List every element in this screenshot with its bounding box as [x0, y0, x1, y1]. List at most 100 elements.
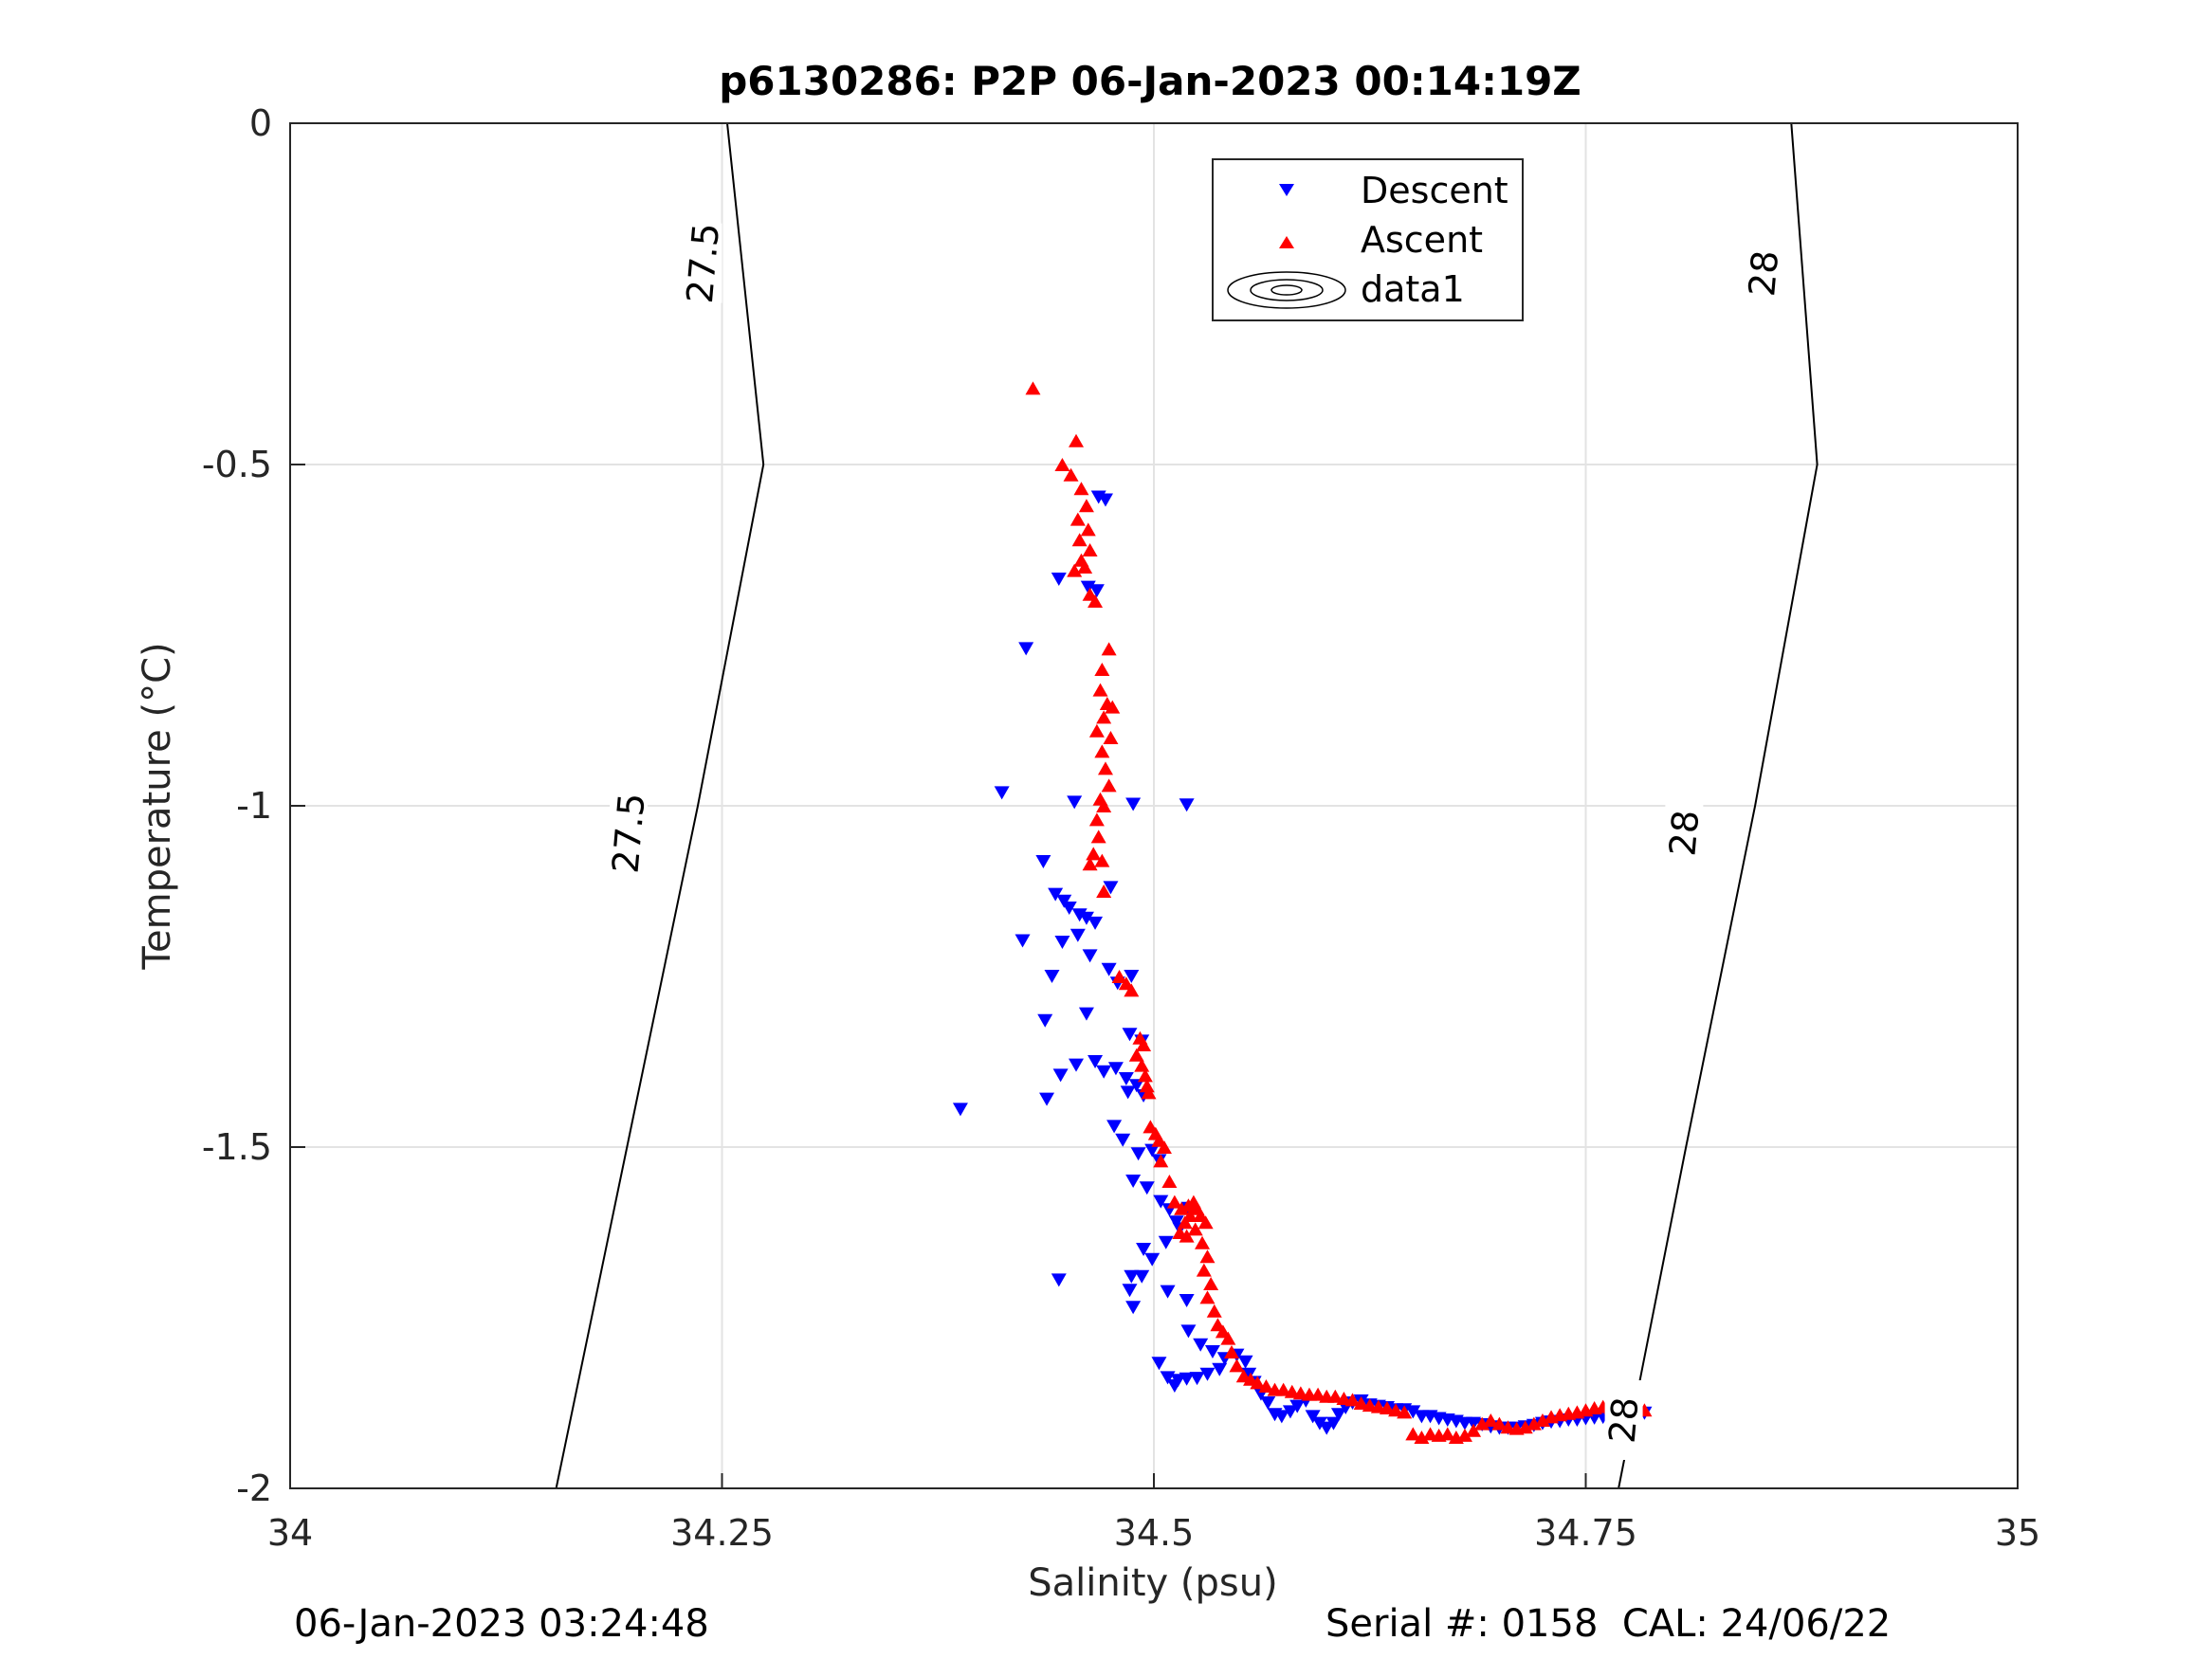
x-tick-label: 34.25: [670, 1512, 774, 1554]
data-markers: [952, 381, 1653, 1444]
descent-point: [1071, 908, 1088, 922]
descent-point: [1160, 1371, 1176, 1385]
descent-point: [1054, 936, 1070, 949]
descent-point: [1101, 962, 1117, 976]
descent-point: [1128, 1079, 1144, 1093]
descent-point: [1273, 1410, 1289, 1424]
contour-line-28: [1618, 122, 1819, 1489]
ascent-point: [1094, 744, 1110, 758]
ascent-point: [1077, 560, 1093, 574]
ascent-point: [1526, 1416, 1542, 1431]
contour-label-mask: [1665, 793, 1704, 873]
ascent-point: [1088, 594, 1104, 608]
ascent-point: [1491, 1416, 1508, 1431]
axis-ticks: 34 34.25 34.5 34.75 35 -2 -1.5 -1 -0.5 0: [202, 102, 2040, 1554]
descent-point: [1078, 1007, 1094, 1021]
descent-point: [952, 1103, 968, 1117]
y-tick-label: 0: [249, 102, 272, 144]
ascent-point: [1310, 1387, 1326, 1401]
ascent-point: [1517, 1420, 1533, 1434]
legend-box: [1212, 158, 1524, 321]
y-tick-label: -0.5: [202, 444, 272, 485]
x-axis-label: Salinity (psu): [1028, 1561, 1277, 1605]
descent-point: [1260, 1396, 1276, 1410]
legend-data1-label: data1: [1361, 268, 1465, 310]
descent-point: [1125, 1301, 1142, 1315]
descent-point: [1179, 798, 1195, 812]
descent-point: [1319, 1421, 1335, 1435]
descent-point: [1311, 1416, 1327, 1431]
descent-point: [1166, 1379, 1182, 1393]
legend-ascent-marker: [1279, 236, 1294, 248]
descent-point: [1124, 1269, 1140, 1284]
descent-point: [1088, 916, 1104, 930]
legend: Descent Ascent data1: [1212, 158, 1524, 321]
contour-label: 28: [1661, 809, 1707, 858]
ascent-point: [1067, 563, 1083, 577]
descent-point: [1124, 970, 1140, 983]
descent-point: [1107, 1062, 1124, 1076]
legend-descent-marker: [1279, 184, 1294, 196]
descent-point: [1061, 902, 1077, 915]
ascent-point: [1466, 1423, 1482, 1437]
ascent-point: [1474, 1416, 1490, 1431]
descent-point: [1052, 1068, 1069, 1083]
y-axis-label: Temperature (°C): [136, 642, 179, 970]
ascent-point: [1071, 533, 1088, 547]
footer-timestamp: 06-Jan-2023 03:24:48: [294, 1602, 709, 1646]
x-tick-label: 34.5: [1114, 1512, 1195, 1554]
descent-point: [1405, 1405, 1421, 1419]
ascent-point: [1111, 970, 1127, 983]
descent-point: [1160, 1285, 1176, 1299]
descent-point: [1139, 1181, 1155, 1195]
x-tick-label: 35: [1995, 1512, 2040, 1554]
descent-point: [1122, 1028, 1138, 1042]
contour-label: 27.5: [604, 792, 652, 875]
ascent-point: [1088, 723, 1105, 738]
ascent-point: [1197, 1215, 1214, 1230]
descent-point: [1097, 493, 1113, 507]
descent-point: [1168, 1215, 1184, 1230]
x-tick-label: 34.75: [1534, 1512, 1637, 1554]
ascent-point: [1063, 467, 1079, 482]
descent-point: [1325, 1416, 1342, 1431]
ascent-point: [1439, 1427, 1455, 1441]
ascent-point: [1088, 812, 1105, 827]
ascent-point: [1534, 1413, 1550, 1427]
descent-point: [1078, 911, 1094, 925]
ascent-point: [1344, 1393, 1361, 1407]
descent-point: [1088, 1055, 1104, 1068]
ascent-point: [1483, 1413, 1499, 1427]
descent-point: [1051, 1273, 1067, 1287]
descent-point: [1115, 1133, 1131, 1147]
ascent-point: [1139, 1079, 1155, 1093]
descent-point: [1305, 1410, 1321, 1424]
descent-point: [1179, 1294, 1195, 1307]
ascent-point: [1069, 512, 1086, 526]
y-tick-label: -2: [236, 1468, 272, 1509]
ascent-point: [1092, 683, 1108, 697]
ascent-point: [1025, 381, 1041, 395]
descent-point: [1199, 1367, 1216, 1381]
descent-point: [1158, 1235, 1174, 1249]
y-tick-label: -1.5: [202, 1126, 272, 1168]
descent-point: [1151, 1357, 1167, 1371]
legend-ascent-label: Ascent: [1361, 219, 1483, 261]
contour-line-27.5: [555, 122, 765, 1489]
descent-point: [1103, 881, 1119, 895]
ascent-point: [1090, 830, 1106, 844]
ascent-point: [1101, 642, 1117, 656]
ascent-point: [1094, 853, 1110, 867]
descent-point: [1136, 1243, 1152, 1256]
ascent-point: [1327, 1389, 1344, 1403]
ascent-point: [1134, 1058, 1150, 1072]
contour-label-mask: [1745, 233, 1783, 314]
contour-label-mask: [610, 793, 649, 873]
ascent-point: [1405, 1427, 1421, 1441]
descent-point: [1134, 1269, 1150, 1284]
ascent-point: [1229, 1358, 1245, 1373]
ascent-point: [1082, 543, 1098, 556]
ascent-point: [1097, 761, 1113, 775]
descent-point: [1039, 1092, 1055, 1106]
ascent-point: [1096, 710, 1112, 724]
